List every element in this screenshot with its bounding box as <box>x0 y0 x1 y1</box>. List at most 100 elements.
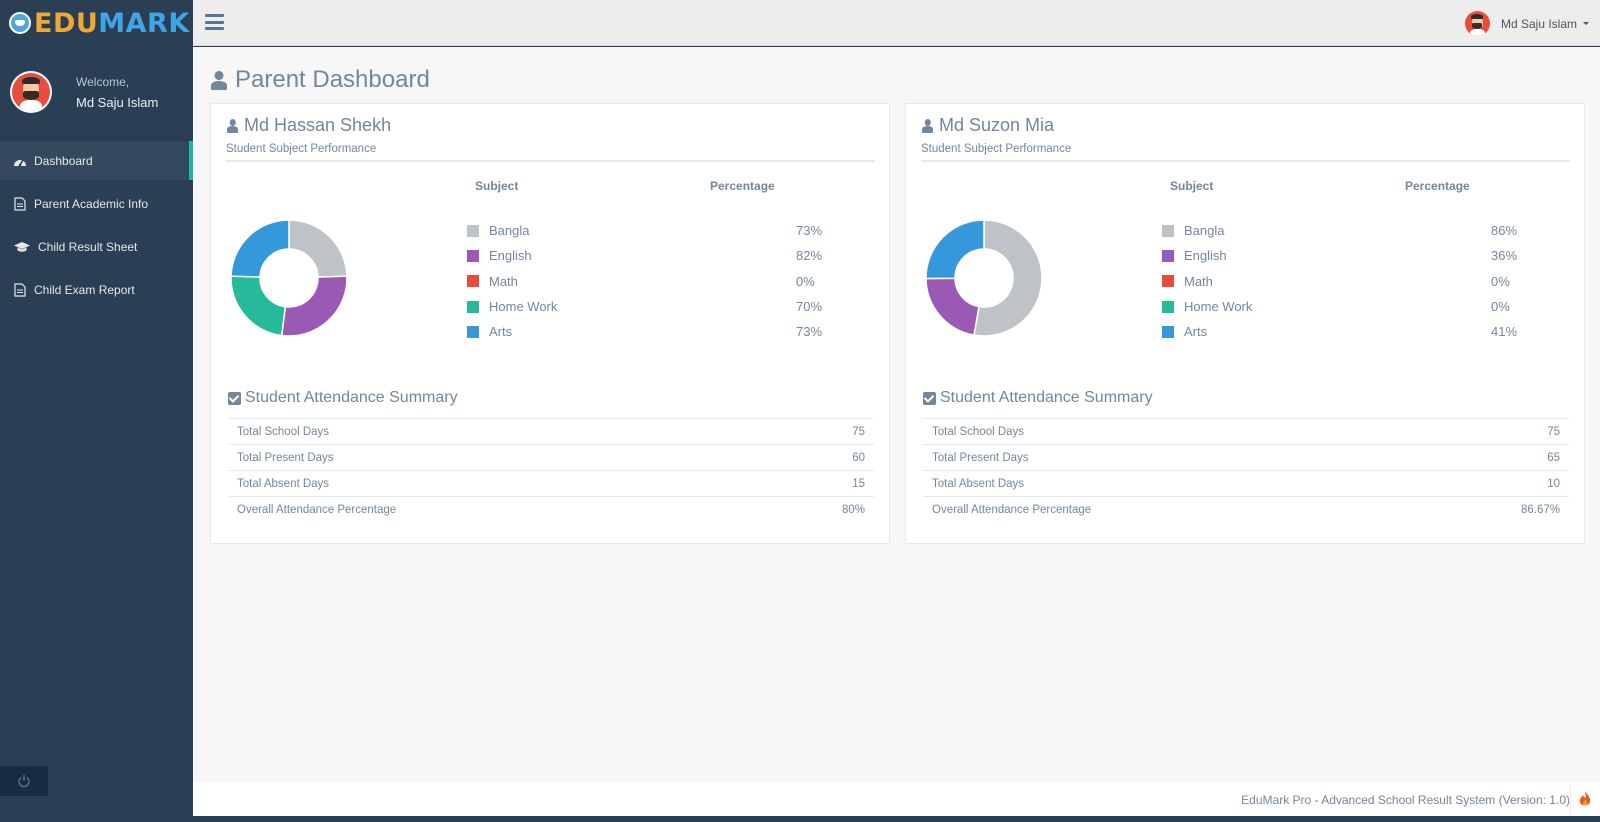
page-title: Parent Dashboard <box>210 66 430 94</box>
footer: EduMark Pro - Advanced School Result Sys… <box>193 782 1600 816</box>
check-square-icon <box>228 391 241 405</box>
legend-value: 41% <box>1491 324 1518 340</box>
legend-swatch <box>467 325 479 338</box>
logout-button[interactable] <box>0 766 48 796</box>
attendance-table: Total School Days 75 Total Present Days 65… <box>923 418 1569 522</box>
sidebar-item-dashboard[interactable]: Dashboard <box>0 141 193 180</box>
legend-row-english: English 36% <box>1162 243 1542 268</box>
legend-value: 73% <box>796 324 823 340</box>
donut-slice-home-work <box>230 275 287 337</box>
sidebar-item-label: Parent Academic Info <box>34 196 149 211</box>
sidebar-item-child-result-sheet[interactable]: Child Result Sheet <box>0 227 193 266</box>
legend-swatch <box>467 300 479 313</box>
legend-row-english: English 82% <box>467 243 847 268</box>
sidebar-item-parent-academic-info[interactable]: Parent Academic Info <box>0 184 193 223</box>
footer-text: EduMark Pro - Advanced School Result Sys… <box>1241 793 1570 807</box>
user-icon <box>921 119 934 133</box>
fire-icon[interactable] <box>1570 782 1598 816</box>
top-navbar: Md Saju Islam <box>193 0 1600 46</box>
legend-swatch <box>467 249 479 262</box>
graduation-cap-icon <box>13 240 31 254</box>
legend-swatch <box>467 275 479 288</box>
student-name: Md Suzon Mia <box>921 115 1570 136</box>
subject-column-header: Subject <box>475 179 519 193</box>
legend-value: 36% <box>1491 248 1518 264</box>
panel-subtitle: Student Subject Performance <box>226 143 377 155</box>
sidebar-item-label: Child Result Sheet <box>38 239 138 254</box>
legend-row-bangla: Bangla 86% <box>1162 218 1542 243</box>
student-panel: Md Suzon Mia Student Subject Performance… <box>905 103 1585 544</box>
panel-subtitle: Student Subject Performance <box>921 143 1072 155</box>
menu-toggle-icon[interactable] <box>205 14 224 30</box>
graduation-cap-logo-icon <box>9 12 31 34</box>
legend-value: 73% <box>796 223 823 239</box>
legend-swatch <box>1162 224 1174 237</box>
caret-down-icon <box>1583 22 1589 25</box>
donut-slice-english <box>925 277 980 336</box>
legend-value: 0% <box>796 273 815 289</box>
legend-swatch <box>1162 325 1174 338</box>
subject-donut-chart <box>925 219 1043 337</box>
power-icon <box>18 775 30 788</box>
table-row: Total School Days 75 <box>228 418 874 444</box>
sidebar-profile: Welcome, Md Saju Islam <box>0 46 193 138</box>
subject-legend: Bangla 86% English 36% Math 0% Home Work 0% … <box>1162 218 1542 344</box>
sidebar-item-label: Dashboard <box>34 153 93 168</box>
profile-name: Md Saju Islam <box>76 94 159 110</box>
sidebar-item-label: Child Exam Report <box>34 282 135 297</box>
document-icon <box>13 282 27 297</box>
legend-row-home-work: Home Work 70% <box>467 294 847 319</box>
brand-name-part2: MARK <box>98 7 190 39</box>
legend-value: 70% <box>796 299 823 315</box>
attendance-summary-title: Student Attendance Summary <box>923 389 1153 407</box>
dashboard-icon <box>13 154 27 168</box>
sidebar: EDUMARK Welcome, Md Saju Islam Dashboard… <box>0 0 193 822</box>
legend-value: 82% <box>796 248 823 264</box>
legend-value: 86% <box>1491 223 1518 239</box>
table-row: Total Present Days 60 <box>228 444 874 470</box>
table-row: Total Absent Days 10 <box>923 470 1569 496</box>
table-row: Overall Attendance Percentage 86.67% <box>923 496 1569 522</box>
user-name: Md Saju Islam <box>1500 16 1577 31</box>
legend-swatch <box>1162 249 1174 262</box>
legend-row-math: Math 0% <box>1162 269 1542 294</box>
table-row: Total Present Days 65 <box>923 444 1569 470</box>
user-dropdown[interactable]: Md Saju Islam <box>1464 11 1589 36</box>
legend-row-arts: Arts 41% <box>1162 319 1542 344</box>
subject-donut-chart <box>230 219 348 337</box>
legend-swatch <box>467 224 479 237</box>
brand-logo[interactable]: EDUMARK <box>0 0 193 46</box>
donut-slice-bangla <box>973 219 1043 337</box>
avatar <box>1464 11 1490 36</box>
document-icon <box>13 196 27 211</box>
legend-row-arts: Arts 73% <box>467 319 847 344</box>
donut-slice-arts <box>925 219 985 280</box>
donut-slice-english <box>280 275 348 337</box>
percentage-column-header: Percentage <box>710 179 775 193</box>
avatar <box>10 71 52 113</box>
sidebar-item-child-exam-report[interactable]: Child Exam Report <box>0 270 193 309</box>
table-row: Overall Attendance Percentage 80% <box>228 496 874 522</box>
legend-swatch <box>1162 300 1174 313</box>
percentage-column-header: Percentage <box>1405 179 1470 193</box>
subject-column-header: Subject <box>1170 179 1214 193</box>
donut-slice-bangla <box>288 219 348 278</box>
user-icon <box>226 119 239 133</box>
legend-row-bangla: Bangla 73% <box>467 218 847 243</box>
legend-value: 0% <box>1491 273 1510 289</box>
sidebar-menu: Dashboard Parent Academic Info Child Res… <box>0 141 193 309</box>
legend-row-math: Math 0% <box>467 269 847 294</box>
table-row: Total School Days 75 <box>923 418 1569 444</box>
legend-row-home-work: Home Work 0% <box>1162 294 1542 319</box>
table-row: Total Absent Days 15 <box>228 470 874 496</box>
welcome-label: Welcome, <box>76 74 130 89</box>
legend-value: 0% <box>1491 299 1510 315</box>
attendance-table: Total School Days 75 Total Present Days 60… <box>228 418 874 522</box>
legend-swatch <box>1162 275 1174 288</box>
donut-slice-arts <box>230 219 290 278</box>
attendance-summary-title: Student Attendance Summary <box>228 389 458 407</box>
main-content: Parent Dashboard Md Hassan Shekh Student… <box>193 47 1600 782</box>
student-name: Md Hassan Shekh <box>226 115 875 136</box>
brand-name-part1: EDU <box>34 7 99 39</box>
student-panel: Md Hassan Shekh Student Subject Performa… <box>210 103 890 544</box>
